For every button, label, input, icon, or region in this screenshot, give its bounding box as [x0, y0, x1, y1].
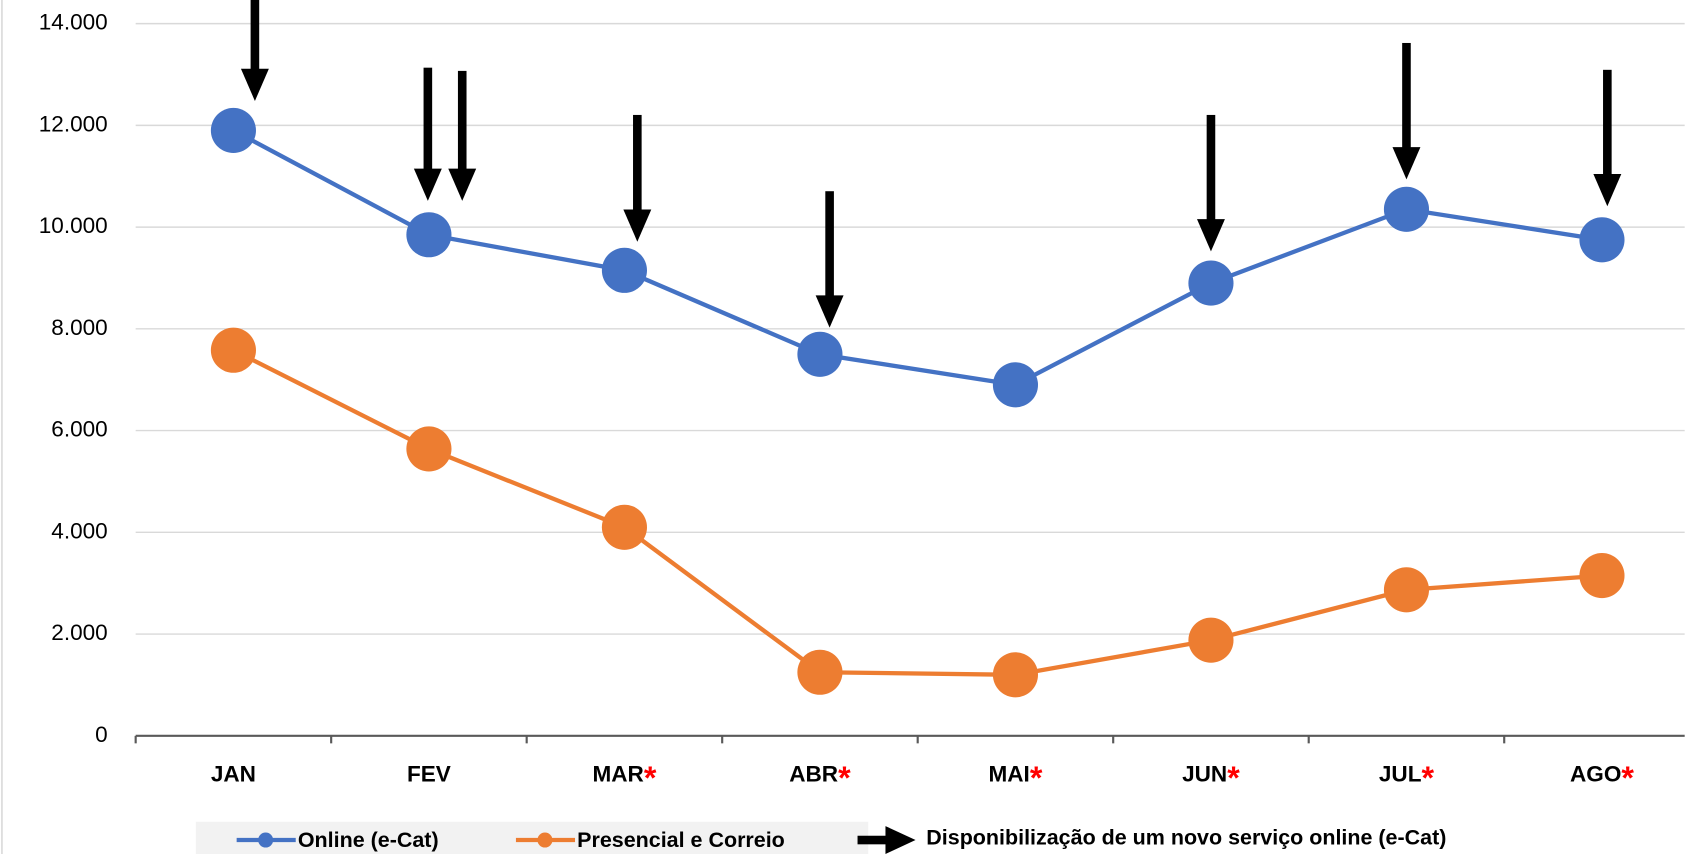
data-point: [797, 331, 843, 377]
x-tick-label: JUL*: [1379, 759, 1435, 795]
x-tick-label: JAN: [211, 762, 256, 787]
data-point: [601, 247, 647, 293]
category-note: *: [1030, 759, 1043, 795]
arrow: [815, 191, 844, 328]
category-note: *: [1421, 759, 1434, 795]
arrow: [1196, 114, 1225, 252]
y-tick-label: 0: [95, 722, 108, 747]
y-tick-label: 10.000: [39, 213, 108, 238]
data-point: [406, 426, 452, 472]
x-tick-label: FEV: [407, 762, 451, 787]
arrow: [413, 67, 442, 201]
series-line: [232, 348, 1603, 677]
x-tick-label: ABR*: [789, 759, 851, 795]
category-note: *: [1227, 759, 1240, 795]
data-point: [210, 107, 256, 154]
arrow: [623, 114, 652, 242]
category: JAN: [211, 762, 256, 787]
x-tick-label: MAR*: [592, 759, 656, 795]
y-tick-label: 6.000: [51, 417, 107, 442]
y-tick-label: 8.000: [51, 315, 107, 340]
category-note: *: [644, 759, 657, 795]
data-point: [1383, 567, 1430, 613]
y-tick-label: 2.000: [51, 620, 107, 645]
category-note: *: [1621, 759, 1634, 795]
x-tick-label: JUN*: [1182, 759, 1240, 795]
data-point: [210, 327, 256, 373]
category: AGO: [1570, 762, 1621, 787]
category: JUN: [1182, 762, 1227, 787]
y-tick-label: 4.000: [51, 518, 107, 543]
category: MAR: [592, 762, 643, 787]
legend-arrow: [857, 826, 916, 854]
category: FEV: [407, 762, 451, 787]
legend-label: Online (e-Cat): [298, 828, 439, 852]
series-line: [232, 128, 1603, 388]
arrow: [240, 0, 269, 101]
category: ABR: [789, 762, 838, 787]
data-point: [1579, 217, 1625, 263]
y-tick-label: 14.000: [39, 10, 108, 35]
data-point: [406, 212, 452, 258]
legend-label: Disponibilização de um novo serviço onli…: [926, 826, 1446, 850]
data-point: [1579, 553, 1625, 599]
data-point: [1188, 260, 1234, 306]
y-tick-label: 12.000: [39, 111, 108, 136]
x-tick-label: AGO*: [1570, 759, 1634, 795]
arrow: [1392, 42, 1421, 180]
data-point: [601, 504, 647, 550]
legend-marker: [537, 832, 553, 848]
category: JUL: [1379, 762, 1422, 787]
data-point: [797, 649, 843, 695]
data-point: [1383, 186, 1430, 232]
x-tick-label: MAI*: [989, 759, 1043, 795]
service-arrows: [240, 0, 1622, 854]
category: MAI: [989, 762, 1030, 787]
data-point: [992, 652, 1039, 698]
legend-marker: [258, 832, 274, 848]
arrow: [1593, 69, 1622, 207]
data-point: [992, 362, 1039, 408]
data-point: [1188, 617, 1234, 663]
legend-label: Presencial e Correio: [577, 828, 785, 852]
category-note: *: [838, 759, 851, 795]
arrow: [448, 70, 477, 201]
